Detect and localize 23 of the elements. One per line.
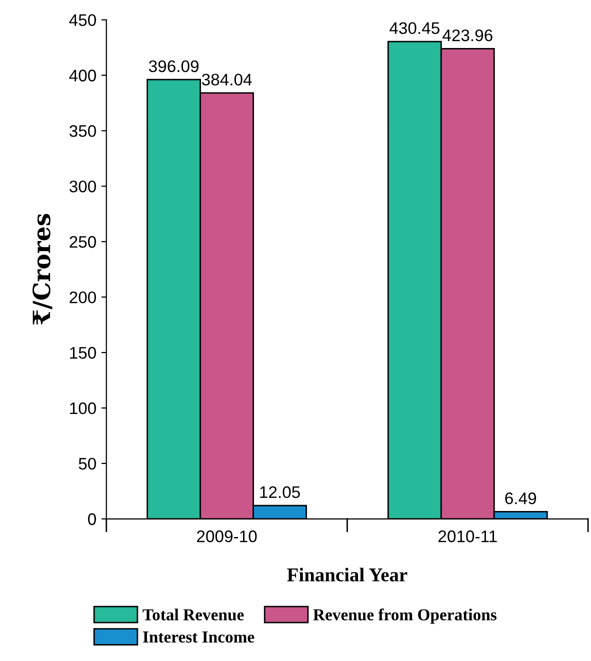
data-label: 396.09	[148, 60, 199, 72]
y-axis-title: ₹/Crores	[32, 214, 52, 325]
legend-label: Revenue from Operations	[313, 608, 496, 624]
y-tick-label: 200	[70, 291, 96, 304]
y-tick-label: 400	[69, 70, 96, 82]
y-tick-label: 300	[69, 180, 96, 192]
data-label: 423.96	[442, 29, 492, 42]
x-axis-title: Financial Year	[287, 568, 408, 582]
y-tick-label: 50	[78, 458, 96, 470]
data-label: 6.49	[505, 492, 536, 504]
data-label: 384.04	[202, 74, 252, 86]
data-label: 12.05	[260, 486, 300, 498]
x-tick-label: 2010-11	[438, 530, 497, 542]
data-label: 430.45	[390, 22, 440, 34]
y-tick-label: 450	[69, 14, 96, 26]
y-tick-label: 250	[70, 236, 96, 248]
y-tick-label: 350	[69, 125, 96, 137]
y-tick-label: 100	[70, 402, 96, 414]
legend-label: Interest Income	[143, 632, 254, 643]
y-tick-label: 0	[88, 513, 96, 526]
y-tick-label: 150	[70, 346, 96, 359]
x-tick-label: 2009-10	[197, 530, 257, 542]
legend-label: Total Revenue	[142, 608, 244, 620]
